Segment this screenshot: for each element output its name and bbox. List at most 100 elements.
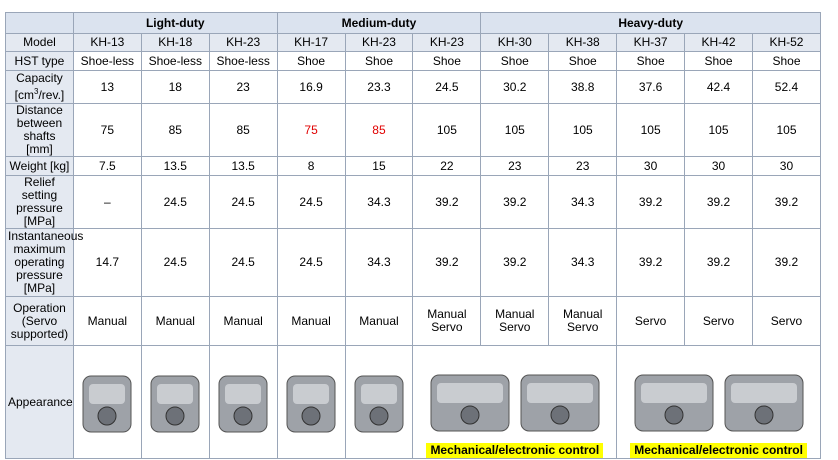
cell: Shoe — [684, 51, 753, 71]
product-image — [354, 375, 404, 433]
product-image — [82, 375, 132, 433]
cell: 24.5 — [208, 175, 278, 229]
row-label: Operation (Servo supported) — [5, 296, 74, 346]
cell: 23.3 — [344, 70, 414, 104]
group-header: Light-duty — [72, 12, 278, 34]
cell: KH-42 — [684, 33, 753, 52]
cell: 34.3 — [344, 175, 414, 229]
cell: KH-30 — [480, 33, 550, 52]
cell: – — [72, 175, 142, 229]
cell: 18 — [140, 70, 210, 104]
row-label-text: HST type — [14, 53, 65, 68]
product-image — [150, 375, 200, 433]
cell: 39.2 — [412, 228, 482, 297]
cell: Manual — [72, 296, 142, 346]
row-label: Instantaneous maximum operating pressure… — [5, 228, 83, 297]
cell: Manual Servo — [480, 296, 550, 346]
cell: 8 — [276, 156, 346, 176]
appearance-cell — [208, 345, 278, 459]
cell: 105 — [684, 103, 753, 157]
group-header: Heavy-duty — [480, 12, 821, 34]
cell: 7.5 — [72, 156, 142, 176]
cell: Shoe — [412, 51, 482, 71]
cell: 30.2 — [480, 70, 550, 104]
cell: 85 — [208, 103, 278, 157]
cell: 39.2 — [751, 175, 822, 229]
cell: Manual Servo — [412, 296, 482, 346]
cell: 85 — [344, 103, 414, 157]
cell: 24.5 — [208, 228, 278, 297]
cell: KH-13 — [72, 33, 142, 52]
group-header: Medium-duty — [276, 12, 482, 34]
cell: 22 — [412, 156, 482, 176]
spec-table: Light-duty Medium-duty Heavy-duty Model KH-1… — [5, 12, 822, 459]
cell: Shoe — [548, 51, 618, 71]
appearance-row: Appearance Mechanical/electronic control… — [5, 345, 821, 459]
row-label-text: Weight [kg] — [9, 158, 70, 173]
cell: KH-23 — [412, 33, 482, 52]
appearance-cell — [140, 345, 210, 459]
data-row: HST type Shoe-less Shoe-less Shoe-less Shoe S… — [5, 51, 822, 71]
cell: 39.2 — [684, 228, 753, 297]
row-label: Distance between shafts [mm] — [5, 103, 74, 157]
row-label: Weight [kg] — [5, 156, 74, 176]
cell: 39.2 — [616, 228, 686, 297]
cell: 39.2 — [751, 228, 822, 297]
row-label: Model — [5, 33, 74, 52]
caption: Mechanical/electronic control — [630, 443, 807, 458]
cell: 23 — [480, 156, 550, 176]
cell: KH-23 — [344, 33, 414, 52]
product-image — [218, 375, 268, 433]
data-row: Model KH-13 KH-18 KH-23 KH-17 KH-23 KH-23 KH-30… — [5, 33, 822, 52]
corner-cell — [5, 12, 74, 34]
cell: 13 — [72, 70, 142, 104]
cell: 105 — [412, 103, 482, 157]
cell: 30 — [684, 156, 753, 176]
cell: 13.5 — [208, 156, 278, 176]
cell: 13.5 — [140, 156, 210, 176]
cell: Servo — [751, 296, 822, 346]
cell: 39.2 — [480, 175, 550, 229]
row-label-text: /rev.] — [38, 88, 65, 102]
cell: Shoe — [616, 51, 686, 71]
row-label-text: Instantaneous maximum operating pressure… — [8, 229, 84, 295]
row-label-sup: 3 — [34, 87, 39, 96]
cell: Manual Servo — [548, 296, 618, 346]
cell: 34.3 — [548, 175, 618, 229]
row-label-text: Relief setting pressure [MPa] — [16, 175, 63, 228]
caption: Mechanical/electronic control — [426, 443, 604, 458]
cell: 42.4 — [684, 70, 753, 104]
data-row: Operation (Servo supported) Manual Manual M… — [5, 296, 822, 346]
row-label: HST type — [5, 51, 74, 71]
cell: 52.4 — [751, 70, 822, 104]
cell: 24.5 — [140, 228, 210, 297]
cell: 105 — [751, 103, 822, 157]
cell: KH-37 — [616, 33, 686, 52]
cell: 105 — [616, 103, 686, 157]
cell: KH-17 — [276, 33, 346, 52]
cell: KH-18 — [140, 33, 210, 52]
row-label-text: Operation (Servo supported) — [10, 300, 69, 341]
cell: 37.6 — [616, 70, 686, 104]
row-label-text: Capacity [cm — [14, 71, 63, 102]
cell: 14.7 — [72, 228, 142, 297]
cell: Shoe — [276, 51, 346, 71]
cell: Manual — [344, 296, 414, 346]
cell: 24.5 — [276, 175, 346, 229]
cell: 15 — [344, 156, 414, 176]
cell: 39.2 — [412, 175, 482, 229]
cell: Shoe-less — [72, 51, 142, 71]
cell: Servo — [616, 296, 686, 346]
cell: KH-38 — [548, 33, 618, 52]
cell: 105 — [480, 103, 550, 157]
data-row: Capacity [cm3/rev.] 13 18 23 16.9 23.3 24.5 30.… — [5, 70, 822, 104]
cell: Shoe-less — [140, 51, 210, 71]
row-label: Appearance — [5, 345, 74, 459]
row-label-text: Distance between shafts [mm] — [16, 103, 63, 156]
cell: 23 — [208, 70, 278, 104]
cell: 24.5 — [276, 228, 346, 297]
cell: 75 — [72, 103, 142, 157]
cell: Manual — [276, 296, 346, 346]
cell: Shoe-less — [208, 51, 278, 71]
cell: 39.2 — [616, 175, 686, 229]
